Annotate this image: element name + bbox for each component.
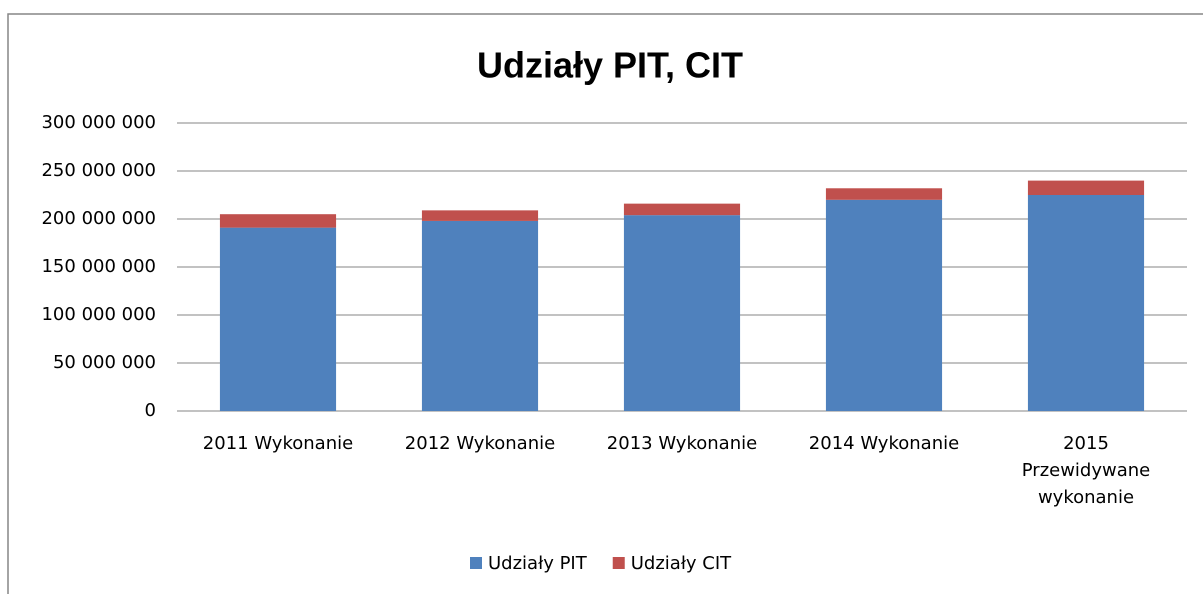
legend-swatch: [470, 557, 482, 569]
y-tick-label: 50 000 000: [53, 352, 156, 373]
y-tick-label: 250 000 000: [41, 160, 156, 181]
bar: [623, 203, 741, 216]
bar: [623, 215, 741, 411]
legend-label: Udziały CIT: [631, 553, 732, 574]
bar: [219, 214, 337, 228]
x-tick-label: 2013 Wykonanie: [606, 433, 758, 454]
legend-label: Udziały PIT: [488, 553, 588, 574]
y-tick-label: 300 000 000: [41, 112, 156, 133]
bar: [421, 220, 539, 411]
x-tick-label: 2012 Wykonanie: [404, 433, 556, 454]
y-tick-label: 150 000 000: [41, 256, 156, 277]
x-tick-label: 2015 Przewidywane wykonanie: [1021, 433, 1151, 508]
bar: [421, 210, 539, 221]
chart-frame: [7, 13, 1203, 594]
y-tick-label: 200 000 000: [41, 208, 156, 229]
chart-title: Udziały PIT, CIT: [477, 45, 743, 86]
y-tick-label: 100 000 000: [41, 304, 156, 325]
bar: [1027, 180, 1145, 195]
x-tick-label: 2011 Wykonanie: [202, 433, 354, 454]
x-tick-label: 2014 Wykonanie: [808, 433, 960, 454]
bar: [825, 199, 943, 411]
legend-swatch: [612, 557, 625, 569]
y-tick-label: 0: [145, 400, 156, 421]
bar: [219, 227, 337, 411]
bar: [825, 188, 943, 200]
bar: [1027, 195, 1145, 411]
